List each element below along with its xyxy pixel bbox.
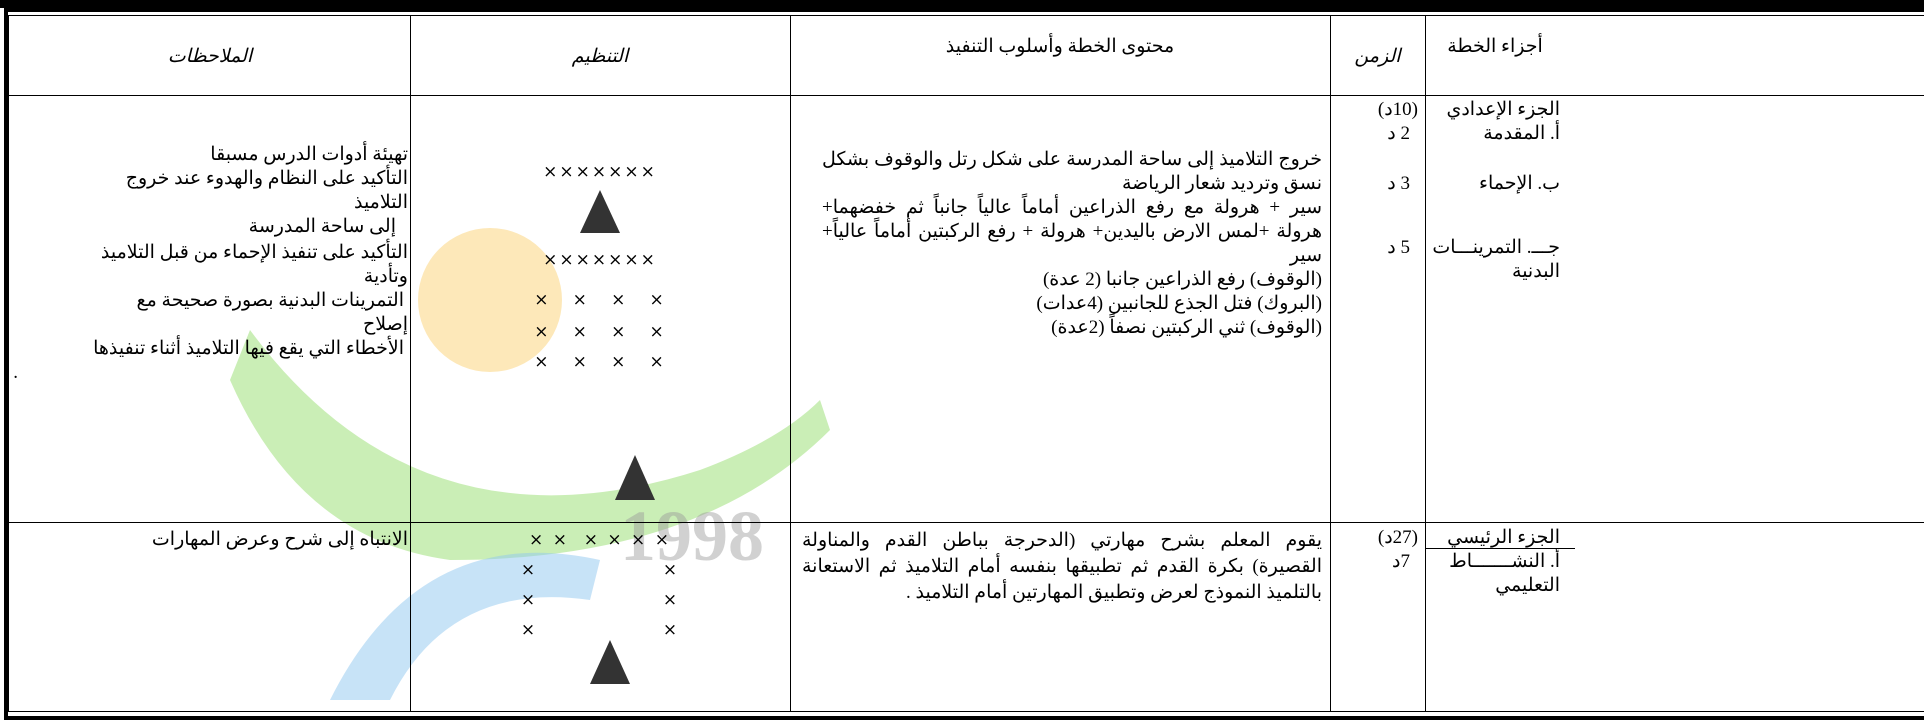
- formation-line: × ×: [520, 590, 680, 610]
- note: .: [13, 362, 18, 383]
- formation-line: × × × ×: [534, 322, 666, 342]
- plan-part: الجزء الرئيسي: [1447, 527, 1560, 548]
- time: 5 د: [1387, 237, 1410, 258]
- content-text: (الوقوف) ثني الركبتين نصفاً (2عدة): [1051, 317, 1322, 338]
- underline: [1425, 548, 1575, 549]
- time: 3 د: [1387, 173, 1410, 194]
- content-text: يقوم المعلم بشرح مهارتي (الدحرجة بباطن ا…: [802, 530, 1322, 603]
- time: (10د): [1377, 99, 1418, 120]
- table: [8, 15, 1924, 712]
- time: 2 د: [1387, 123, 1410, 144]
- col-line: [790, 15, 791, 712]
- plan-part: أ. المقدمة: [1483, 123, 1560, 144]
- note: إصلاح: [362, 314, 408, 335]
- note: إلى ساحة المدرسة: [248, 216, 396, 237]
- note: الانتباه إلى شرح وعرض المهارات: [151, 529, 408, 550]
- header-cell: الملاحظات: [167, 46, 253, 67]
- header-cell: محتوى الخطة وأسلوب التنفيذ: [945, 36, 1175, 57]
- formation-line: × ×: [520, 560, 680, 580]
- formation-icons: [580, 190, 655, 500]
- watermark-year: 1998: [620, 496, 764, 576]
- formation-line: × × × ×: [534, 352, 666, 372]
- formation-line: × × × ×: [534, 290, 666, 310]
- row-line: [8, 95, 1924, 96]
- plan-part: الجزء الإعدادي: [1446, 99, 1560, 120]
- note: تهيئة أدوات الدرس مسبقا: [210, 144, 408, 165]
- plan-part: أ. النشـــــــاط: [1449, 551, 1560, 572]
- col-line: [1330, 15, 1331, 712]
- row-line: [8, 522, 1924, 523]
- content-text: (الوقوف) رفع الذراعين جانبا (2 عدة): [1042, 269, 1322, 290]
- content-text: (البروك) فتل الجذع للجانبين (4عدات): [1036, 293, 1322, 314]
- time: 7د: [1392, 551, 1410, 572]
- note: الأخطاء التي يقع فيها التلاميذ أثناء تنف…: [93, 338, 404, 359]
- note: التأكيد على النظام والهدوء عند خروج: [125, 168, 408, 189]
- plan-part: التعليمي: [1495, 575, 1560, 596]
- formation-icons: [590, 640, 630, 684]
- note: التلاميذ: [353, 192, 408, 213]
- col-line: [410, 15, 411, 712]
- plan-part: البدنية: [1512, 261, 1560, 282]
- formation-line: × ×: [520, 620, 680, 640]
- plan-part: جـــ. التمرينـــات: [1432, 237, 1560, 258]
- col-line: [1425, 15, 1426, 712]
- formation-line: ×××××××: [543, 250, 657, 270]
- header-cell: أجزاء الخطة: [1447, 36, 1543, 57]
- content-text: سير + هرولة مع رفع الذراعين أماماً عاليا…: [822, 197, 1322, 266]
- formation-line: × × × × × ×: [529, 530, 671, 550]
- plan-part: ب. الإحماء: [1479, 173, 1560, 194]
- note: التأكيد على تنفيذ الإحماء من قبل التلامي…: [100, 242, 408, 263]
- note: وتأدية: [363, 266, 408, 287]
- formation-line: ×××××××: [543, 162, 657, 182]
- header-cell: الزمن: [1354, 46, 1401, 67]
- content-text: خروج التلاميذ إلى ساحة المدرسة على شكل ر…: [822, 149, 1322, 194]
- table-frame: [4, 8, 1924, 720]
- top-band: [0, 0, 1924, 8]
- time: (27د): [1377, 527, 1418, 548]
- header-cell: التنظيم: [571, 46, 629, 67]
- note: التمرينات البدنية بصورة صحيحة مع: [136, 290, 404, 311]
